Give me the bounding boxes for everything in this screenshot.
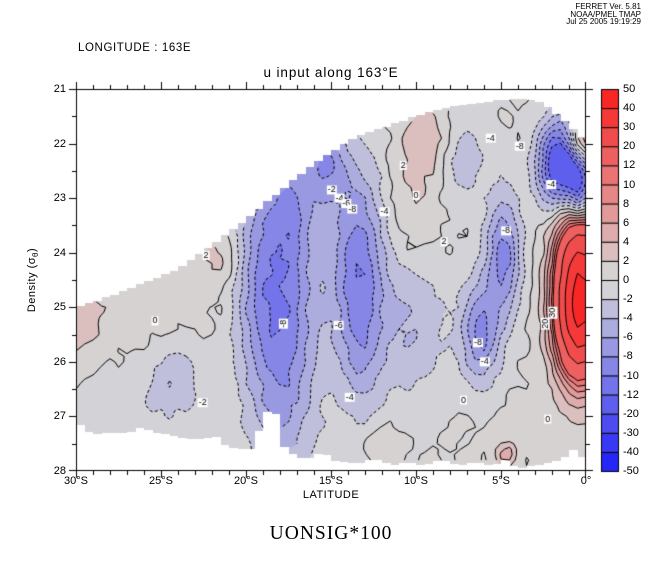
y-axis-title: Density (σθ): [26, 248, 40, 312]
plot-title: u input along 163°E: [263, 65, 399, 80]
y-tick-label-28: 28: [53, 465, 66, 477]
y-axis-title-prefix: Density (σ: [25, 256, 38, 313]
y-axis-title-subscript: θ: [31, 252, 41, 257]
y-tick-label-22: 22: [53, 137, 66, 150]
y-tick-label-25: 25: [53, 301, 66, 314]
colorbar-tick-label-40: 40: [623, 102, 636, 115]
colorbar-tick-label-12: 12: [623, 159, 636, 172]
y-tick-label-24: 24: [53, 246, 66, 259]
colorbar-tick-label--10: -10: [623, 369, 639, 382]
timestamp-line: Jul 25 2005 19:19:29: [566, 17, 641, 27]
x-axis-title: LATITUDE: [302, 489, 360, 501]
colorbar-tick-label--12: -12: [623, 388, 639, 401]
x-tick-label-30: 30°S: [64, 475, 88, 487]
colorbar-tick-label--8: -8: [623, 350, 633, 363]
x-tick-label-10: 10°S: [404, 475, 428, 487]
y-tick-label-26: 26: [53, 355, 66, 368]
colorbar-tick-label--50: -50: [623, 465, 639, 477]
y-tick-label-23: 23: [53, 192, 66, 205]
colorbar-tick-label-4: 4: [623, 235, 630, 248]
colorbar-tick-label--4: -4: [623, 312, 633, 325]
colorbar-tick-label-8: 8: [623, 197, 630, 210]
x-tick-label-5: 5°S: [492, 475, 510, 487]
colorbar-tick-label-30: 30: [623, 121, 636, 134]
noaa-pmel-line: NOAA/PMEL TMAP: [570, 9, 641, 19]
variable-expression-label: UONSIG*100: [269, 523, 393, 544]
x-tick-label-0: 0°: [580, 475, 592, 487]
y-tick-label-27: 27: [53, 410, 66, 423]
colorbar-tick-label--40: -40: [623, 445, 639, 458]
y-tick-label-21: 21: [53, 83, 66, 95]
colorbar-tick-label--2: -2: [623, 293, 633, 306]
colorbar-tick-label-20: 20: [623, 140, 636, 153]
colorbar-tick-label--20: -20: [623, 407, 639, 420]
colorbar-tick-label-2: 2: [623, 254, 630, 267]
ferret-credit: FERRET Ver. 5.81 NOAA/PMEL TMAP Jul 25 2…: [566, 3, 641, 26]
colorbar-tick-label-50: 50: [623, 83, 636, 95]
y-axis-title-suffix: ): [25, 247, 38, 253]
x-tick-label-20: 20°S: [234, 475, 258, 487]
ferret-version-line: FERRET Ver. 5.81: [575, 2, 641, 11]
colorbar-tick-label-10: 10: [623, 178, 636, 191]
colorbar-tick-label--6: -6: [623, 331, 633, 344]
colorbar-tick-label-0: 0: [623, 274, 630, 286]
x-tick-label-25: 25°S: [149, 475, 173, 487]
colorbar-tick-label--30: -30: [623, 426, 639, 439]
colorbar-tick-label-6: 6: [623, 216, 630, 229]
longitude-context-label: LONGITUDE : 163E: [78, 42, 192, 54]
x-tick-label-15: 15°S: [319, 475, 343, 487]
